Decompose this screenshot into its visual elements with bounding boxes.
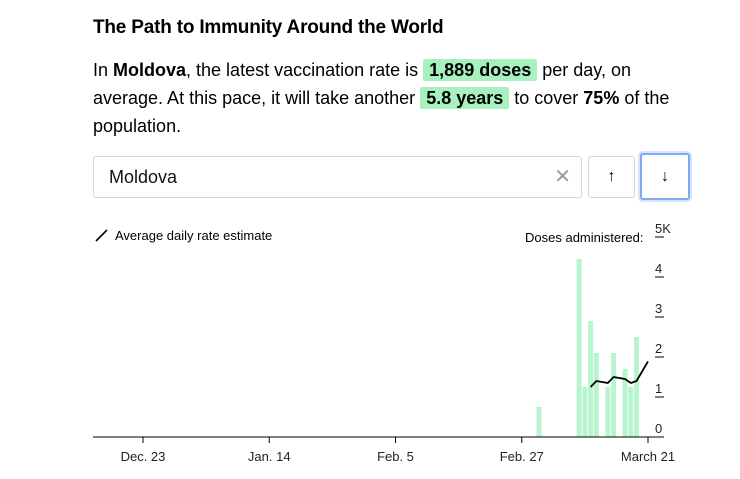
y-tick-label-2: 2: [655, 341, 662, 356]
average-line-0: [589, 360, 649, 388]
country-search-input[interactable]: [109, 165, 529, 189]
arrow-down-icon: ↓: [661, 167, 669, 185]
y-tick-label-4: 4: [655, 261, 662, 276]
legend-label: Average daily rate estimate: [115, 228, 273, 243]
years-highlight: 5.8 years: [420, 87, 510, 109]
bar-1: [576, 259, 582, 437]
x-tick-label-0: Dec. 23: [121, 449, 166, 464]
x-tick-label-3: Feb. 27: [500, 449, 544, 464]
summary-country: Moldova: [113, 60, 187, 80]
y-axis-title: Doses administered:: [525, 230, 644, 245]
page-title: The Path to Immunity Around the World: [93, 17, 444, 38]
country-search: ✕: [93, 156, 582, 198]
summary-percent: 75%: [583, 88, 620, 108]
y-tick-label-3: 3: [655, 301, 662, 316]
bar-7: [622, 369, 628, 437]
chart-legend: Average daily rate estimate: [95, 228, 272, 243]
summary-text3: to cover: [509, 88, 584, 108]
summary-text: In Moldova, the latest vaccination rate …: [93, 56, 693, 140]
summary-text4: of the population.: [93, 88, 670, 136]
bar-6: [611, 353, 617, 437]
x-tick-label-1: Jan. 14: [248, 449, 291, 464]
bar-4: [593, 353, 599, 437]
summary-text2: per day, on average. At this pace, it wi…: [93, 60, 631, 108]
line-legend-icon: [95, 229, 108, 242]
close-icon[interactable]: ✕: [554, 166, 571, 188]
y-tick-label-0: 0: [655, 421, 662, 436]
x-tick-label-4: March 21: [621, 449, 675, 464]
next-country-button[interactable]: ↓: [640, 153, 690, 200]
bar-3: [588, 321, 594, 437]
rate-highlight: 1,889 doses: [423, 59, 538, 81]
summary-text1: , the latest vaccination rate is: [186, 60, 424, 80]
bar-5: [605, 387, 611, 437]
summary-prefix: In: [93, 60, 114, 80]
bar-2: [582, 387, 588, 437]
bar-0: [536, 407, 542, 437]
previous-country-button[interactable]: ↑: [588, 156, 635, 198]
bar-9: [634, 337, 640, 437]
x-tick-label-2: Feb. 5: [377, 449, 414, 464]
bar-8: [628, 387, 634, 437]
arrow-up-icon: ↑: [607, 168, 616, 185]
y-tick-label-5: 5K: [655, 221, 671, 236]
y-tick-label-1: 1: [655, 381, 662, 396]
